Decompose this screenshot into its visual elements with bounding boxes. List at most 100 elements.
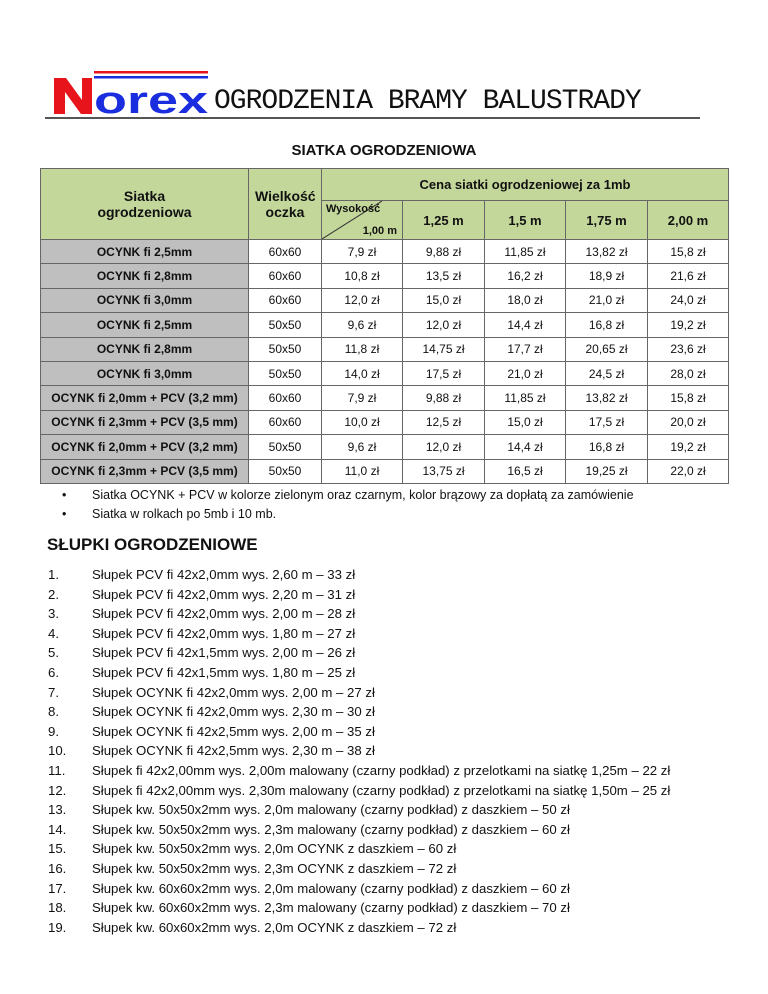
row-price: 9,88 zł: [402, 385, 485, 411]
post-item: 18. Słupek kw. 60x60x2mm wys. 2,3m malowa…: [48, 898, 670, 918]
row-price: 12,0 zł: [402, 434, 485, 460]
row-price: 21,0 zł: [484, 360, 566, 387]
post-item: 6. Słupek PCV fi 42x1,5mm wys. 1,80 m – 2…: [48, 663, 670, 683]
item-text: Słupek kw. 60x60x2mm wys. 2,0m OCYNK z d…: [92, 919, 457, 935]
table-row: OCYNK fi 2,8mm 50x50 11,8 zł 14,75 zł 17,7 z…: [40, 336, 729, 362]
row-name: OCYNK fi 2,3mm + PCV (3,5 mm): [40, 458, 249, 484]
item-text: Słupek kw. 60x60x2mm wys. 2,3m malowany …: [92, 900, 570, 916]
row-price: 10,0 zł: [321, 409, 403, 436]
item-number: 11.: [48, 762, 66, 778]
row-mesh: 60x60: [248, 238, 322, 265]
item-text: Słupek PCV fi 42x2,0mm wys. 2,20 m – 31 …: [92, 586, 356, 602]
post-item: 10. Słupek OCYNK fi 42x2,5mm wys. 2,30 m …: [48, 741, 670, 761]
item-number: 16.: [48, 860, 67, 876]
row-price: 17,7 zł: [484, 336, 566, 362]
price-table: Siatka ogrodzeniowa Wielkość oczka Cena …: [40, 168, 729, 484]
row-price: 12,5 zł: [402, 409, 485, 436]
table-row: OCYNK fi 2,5mm 50x50 9,6 zł 12,0 zł 14,4 zł 1…: [40, 312, 729, 338]
row-price: 11,0 zł: [321, 458, 403, 484]
row-price: 18,0 zł: [484, 287, 566, 314]
row-name: OCYNK fi 2,3mm + PCV (3,5 mm): [40, 409, 249, 436]
item-number: 15.: [48, 841, 67, 857]
row-price: 21,6 zł: [647, 263, 729, 289]
item-text: Słupek PCV fi 42x2,0mm wys. 2,00 m – 28 …: [92, 606, 356, 622]
note-item: Siatka w rolkach po 5mb i 10 mb.: [62, 505, 634, 524]
table-row: OCYNK fi 2,3mm + PCV (3,5 mm) 50x50 11,0 z…: [40, 458, 729, 484]
row-name: OCYNK fi 2,0mm + PCV (3,2 mm): [40, 385, 249, 411]
header-name: Siatka ogrodzeniowa: [40, 168, 249, 240]
item-text: Słupek kw. 50x50x2mm wys. 2,0m malowany …: [92, 802, 570, 818]
item-text: Słupek PCV fi 42x1,5mm wys. 1,80 m – 25 …: [92, 664, 356, 680]
row-price: 12,0 zł: [321, 287, 403, 314]
row-price: 17,5 zł: [565, 409, 648, 436]
item-number: 2.: [48, 586, 59, 602]
item-number: 4.: [48, 625, 59, 641]
row-price: 16,8 zł: [565, 312, 648, 338]
row-price: 14,4 zł: [484, 434, 566, 460]
header-height: 1,5 m: [484, 200, 566, 240]
item-text: Słupek OCYNK fi 42x2,5mm wys. 2,00 m – 3…: [92, 723, 375, 739]
table-row: OCYNK fi 2,3mm + PCV (3,5 mm) 60x60 10,0 z…: [40, 409, 729, 436]
row-mesh: 60x60: [248, 263, 322, 289]
section-title-slupki: SŁUPKI OGRODZENIOWE: [47, 535, 258, 554]
header-height: 1,75 m: [565, 200, 648, 240]
row-price: 13,82 zł: [565, 238, 648, 265]
post-item: 1. Słupek PCV fi 42x2,0mm wys. 2,60 m – 3…: [48, 565, 670, 585]
row-price: 7,9 zł: [321, 238, 403, 265]
post-item: 4. Słupek PCV fi 42x2,0mm wys. 1,80 m – 2…: [48, 624, 670, 644]
table-row: OCYNK fi 3,0mm 60x60 12,0 zł 15,0 zł 18,0 zł…: [40, 287, 729, 314]
row-price: 19,2 zł: [647, 312, 729, 338]
item-text: Słupek fi 42x2,00mm wys. 2,00m malowany …: [92, 762, 671, 778]
row-price: 19,2 zł: [647, 434, 729, 460]
row-name: OCYNK fi 3,0mm: [40, 287, 249, 314]
row-price: 28,0 zł: [647, 360, 729, 387]
row-mesh: 50x50: [248, 360, 322, 387]
header-height: 2,00 m: [647, 200, 729, 240]
post-item: 9. Słupek OCYNK fi 42x2,5mm wys. 2,00 m –…: [48, 722, 670, 742]
row-price: 20,0 zł: [647, 409, 729, 436]
note-item: Siatka OCYNK + PCV w kolorze zielonym or…: [62, 486, 634, 505]
item-number: 1.: [48, 567, 59, 582]
row-price: 21,0 zł: [565, 287, 648, 314]
table-row: OCYNK fi 2,0mm + PCV (3,2 mm) 60x60 7,9 zł…: [40, 385, 729, 411]
norex-logo: orex: [54, 71, 208, 116]
item-text: Słupek kw. 60x60x2mm wys. 2,0m malowany …: [92, 880, 570, 896]
row-price: 11,85 zł: [484, 385, 566, 411]
row-price: 16,5 zł: [484, 458, 566, 484]
item-number: 9.: [48, 723, 59, 739]
post-item: 17. Słupek kw. 60x60x2mm wys. 2,0m malowa…: [48, 879, 670, 899]
post-item: 2. Słupek PCV fi 42x2,0mm wys. 2,20 m – 3…: [48, 585, 670, 605]
item-text: Słupek OCYNK fi 42x2,5mm wys. 2,30 m – 3…: [92, 743, 375, 759]
row-price: 17,5 zł: [402, 360, 485, 387]
item-number: 18.: [48, 900, 67, 916]
post-item: 3. Słupek PCV fi 42x2,0mm wys. 2,00 m – 2…: [48, 604, 670, 624]
item-text: Słupek OCYNK fi 42x2,0mm wys. 2,30 m – 3…: [92, 704, 375, 720]
row-mesh: 60x60: [248, 409, 322, 436]
post-item: 19. Słupek kw. 60x60x2mm wys. 2,0m OCYNK …: [48, 918, 670, 938]
height-label: Wysokość: [326, 203, 381, 215]
row-price: 9,6 zł: [321, 434, 403, 460]
table-row: OCYNK fi 2,8mm 60x60 10,8 zł 13,5 zł 16,2 zł…: [40, 263, 729, 289]
row-price: 9,88 zł: [402, 238, 485, 265]
item-text: Słupek kw. 50x50x2mm wys. 2,3m OCYNK z d…: [92, 860, 457, 876]
section-title-siatka: SIATKA OGRODZENIOWA: [291, 142, 477, 159]
post-item: 12. Słupek fi 42x2,00mm wys. 2,30m malowa…: [48, 781, 670, 801]
row-price: 15,8 zł: [647, 238, 729, 265]
row-mesh: 60x60: [248, 385, 322, 411]
header-height-diagonal: Wysokość 1,00 m: [321, 200, 403, 240]
row-price: 12,0 zł: [402, 312, 485, 338]
item-number: 17.: [48, 880, 67, 896]
row-mesh: 60x60: [248, 287, 322, 314]
item-text: Słupek fi 42x2,00mm wys. 2,30m malowany …: [92, 782, 671, 798]
item-number: 7.: [48, 684, 59, 700]
row-price: 11,8 zł: [321, 336, 403, 362]
svg-text:orex: orex: [94, 80, 208, 116]
item-number: 19.: [48, 919, 67, 935]
item-text: Słupek kw. 50x50x2mm wys. 2,3m malowany …: [92, 821, 570, 837]
item-text: Słupek PCV fi 42x2,0mm wys. 2,60 m – 33 …: [92, 567, 356, 582]
header-mesh: Wielkość oczka: [248, 168, 322, 240]
row-name: OCYNK fi 3,0mm: [40, 360, 249, 387]
item-text: Słupek kw. 50x50x2mm wys. 2,0m OCYNK z d…: [92, 841, 457, 857]
row-price: 20,65 zł: [565, 336, 648, 362]
